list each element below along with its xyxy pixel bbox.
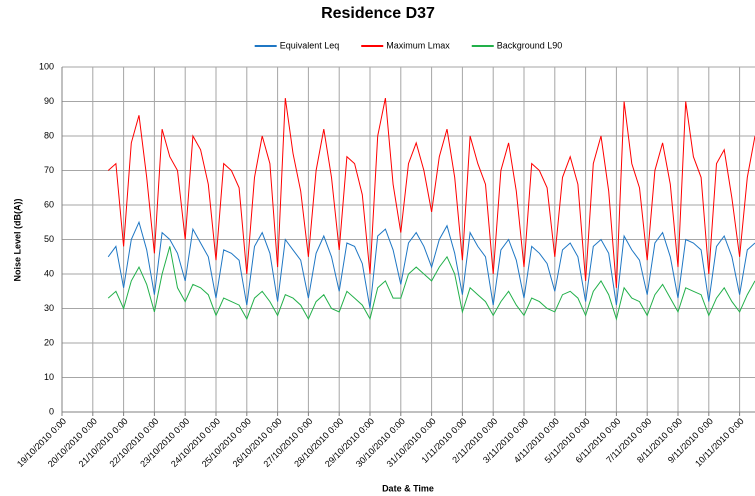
legend-label: Maximum Lmax	[386, 40, 450, 50]
y-tick-label: 70	[44, 165, 54, 175]
y-tick-label: 90	[44, 96, 54, 106]
y-tick-label: 80	[44, 130, 54, 140]
y-tick-label: 10	[44, 372, 54, 382]
legend: Equivalent Leq Maximum Lmax Background L90	[254, 40, 563, 50]
legend-label: Background L90	[497, 40, 563, 50]
y-tick-label: 30	[44, 303, 54, 313]
y-tick-label: 100	[39, 61, 54, 71]
y-tick-label: 40	[44, 268, 54, 278]
y-tick-label: 20	[44, 337, 54, 347]
series-line	[107, 220, 755, 309]
chart-title: Residence D37	[321, 5, 435, 22]
y-tick-label: 0	[49, 406, 54, 416]
y-tick-label: 60	[44, 199, 54, 209]
x-axis-title: Date & Time	[382, 483, 434, 493]
series-line	[107, 246, 755, 321]
y-axis-title: Noise Level (dB(A))	[12, 198, 22, 281]
legend-label: Equivalent Leq	[280, 40, 340, 50]
series-line	[107, 98, 755, 288]
y-tick-label: 50	[44, 234, 54, 244]
